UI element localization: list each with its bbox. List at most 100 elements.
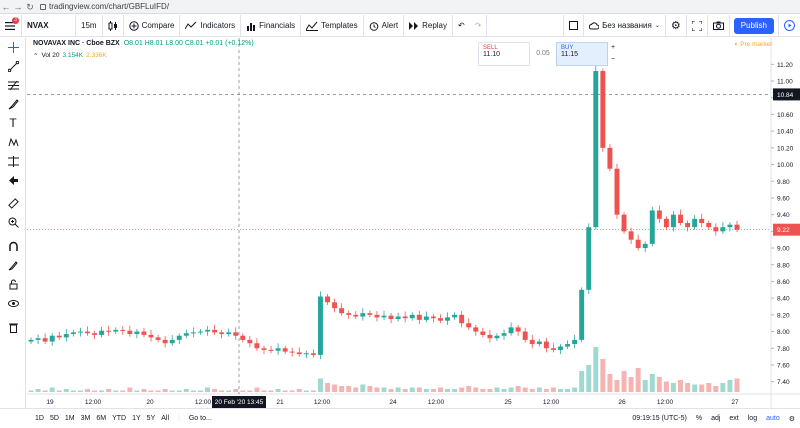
range-button[interactable]: 5Y bbox=[146, 415, 156, 422]
range-button[interactable]: 3M bbox=[80, 415, 91, 422]
fullscreen-button[interactable] bbox=[687, 14, 708, 37]
volume-bar bbox=[268, 390, 274, 392]
candle-body bbox=[713, 227, 719, 232]
volume-bar bbox=[416, 387, 422, 392]
back-icon[interactable]: ← bbox=[1, 1, 11, 12]
volume-bar bbox=[205, 387, 210, 392]
auto-toggle[interactable]: auto bbox=[766, 414, 780, 422]
minus-icon[interactable]: − bbox=[610, 56, 616, 63]
redo-button[interactable]: ↷ bbox=[470, 14, 488, 37]
publish-button[interactable]: Publish bbox=[733, 17, 774, 34]
text-tool[interactable]: T bbox=[6, 116, 20, 130]
time-tick-label: 12:00 bbox=[657, 399, 674, 406]
price-chart[interactable]: 11.2011.0010.8010.6010.4010.2010.009.809… bbox=[27, 38, 800, 408]
price-tick-label: 9.60 bbox=[777, 195, 790, 202]
fib-tool[interactable] bbox=[6, 78, 20, 92]
layout-select[interactable] bbox=[563, 14, 585, 37]
candle-body bbox=[423, 316, 429, 320]
candle-body bbox=[49, 335, 55, 342]
range-button[interactable]: YTD bbox=[112, 415, 127, 422]
alert-button[interactable]: Alert bbox=[364, 14, 405, 37]
brush-icon bbox=[8, 98, 19, 109]
volume-chevron-icon[interactable]: ⌃ bbox=[33, 53, 39, 60]
settings-button[interactable]: ⚙ bbox=[666, 14, 687, 37]
prediction-tool[interactable] bbox=[6, 154, 20, 168]
publish-label: Publish bbox=[740, 21, 767, 30]
reload-icon[interactable]: ↻ bbox=[26, 1, 34, 12]
crosshair-tool[interactable] bbox=[6, 40, 20, 54]
price-tick-label: 7.60 bbox=[777, 362, 790, 369]
chart-type-button[interactable] bbox=[103, 14, 124, 37]
price-tick-label: 10.00 bbox=[777, 162, 794, 169]
volume-bar bbox=[706, 383, 712, 392]
candle-body bbox=[120, 329, 126, 331]
remove-drawings-tool[interactable] bbox=[6, 320, 20, 334]
layout-name-button[interactable]: Без названия ⌄ bbox=[584, 14, 666, 37]
range-button[interactable]: 6M bbox=[96, 415, 107, 422]
gear-icon[interactable]: ⚙ bbox=[788, 415, 795, 423]
back-arrow-tool[interactable] bbox=[6, 173, 20, 187]
percent-toggle[interactable]: % bbox=[695, 414, 703, 422]
hide-drawings-tool[interactable] bbox=[6, 296, 20, 310]
magnet-tool[interactable] bbox=[6, 239, 20, 253]
range-button[interactable]: 5D bbox=[49, 415, 59, 422]
log-toggle[interactable]: log bbox=[747, 414, 758, 422]
time-tick-label: 12:00 bbox=[195, 399, 212, 406]
chart-area[interactable]: 11.2011.0010.8010.6010.4010.2010.009.809… bbox=[27, 38, 800, 408]
volume-bar bbox=[720, 383, 726, 392]
volume-bar bbox=[678, 380, 683, 392]
volume-bar bbox=[35, 389, 41, 392]
volume-bar bbox=[635, 368, 641, 392]
undo-button[interactable]: ↶ bbox=[453, 15, 470, 37]
volume-bar bbox=[212, 389, 218, 392]
range-button[interactable]: 1M bbox=[64, 415, 75, 422]
adj-toggle[interactable]: adj bbox=[711, 414, 721, 422]
range-button[interactable]: 1D bbox=[35, 415, 44, 422]
candle-body bbox=[494, 335, 500, 339]
price-tick-label: 9.00 bbox=[777, 246, 790, 253]
volume-bar bbox=[445, 389, 451, 392]
ruler-tool[interactable] bbox=[6, 196, 20, 210]
address-bar[interactable]: tradingview.com/chart/GBFLuIFD/ bbox=[40, 2, 169, 11]
range-button[interactable]: All bbox=[161, 415, 170, 422]
replay-button[interactable]: Replay bbox=[404, 14, 453, 37]
goto-button[interactable]: Go to... bbox=[188, 415, 212, 422]
range-button[interactable]: 1Y bbox=[132, 415, 141, 422]
ext-toggle[interactable]: ext bbox=[729, 414, 739, 422]
volume-bar bbox=[325, 383, 330, 392]
lock-drawings-tool[interactable] bbox=[6, 277, 20, 291]
volume-bar bbox=[409, 387, 415, 392]
compare-button[interactable]: Compare bbox=[124, 14, 181, 37]
volume-bar bbox=[614, 380, 620, 392]
candle-body bbox=[289, 351, 295, 353]
sidebar-toggle-button[interactable] bbox=[778, 14, 800, 37]
main-menu-button[interactable]: 3 bbox=[0, 14, 22, 37]
financials-button[interactable]: Financials bbox=[241, 14, 302, 37]
snapshot-button[interactable] bbox=[708, 14, 730, 37]
sell-button[interactable]: SELL 11.10 bbox=[478, 42, 530, 66]
replay-icon bbox=[409, 21, 419, 30]
interval-button[interactable]: 15m bbox=[76, 14, 103, 37]
volume-bar bbox=[685, 383, 691, 392]
brush-tool[interactable] bbox=[6, 97, 20, 111]
candle-body bbox=[254, 343, 260, 349]
stay-drawing-tool[interactable] bbox=[6, 258, 20, 272]
zoom-tool[interactable] bbox=[6, 215, 20, 229]
candle-body bbox=[70, 332, 76, 335]
indicators-button[interactable]: Indicators bbox=[180, 14, 242, 37]
candle-body bbox=[282, 348, 288, 352]
pattern-tool[interactable] bbox=[6, 135, 20, 149]
candle-body bbox=[205, 329, 210, 332]
notification-badge: 3 bbox=[12, 16, 19, 24]
trendline-tool[interactable] bbox=[6, 59, 20, 73]
forward-icon[interactable]: → bbox=[13, 1, 23, 12]
price-tick-label: 7.80 bbox=[777, 346, 790, 353]
plus-icon[interactable]: + bbox=[610, 44, 616, 51]
symbol-search[interactable]: NVAX bbox=[22, 14, 76, 37]
candle-body bbox=[452, 314, 458, 318]
price-tick-label: 8.40 bbox=[777, 296, 790, 303]
templates-button[interactable]: Templates bbox=[301, 14, 364, 37]
time-tick-label: 25 bbox=[504, 399, 512, 406]
candle-body bbox=[550, 348, 556, 350]
buy-button[interactable]: BUY 11.15 bbox=[556, 42, 608, 66]
